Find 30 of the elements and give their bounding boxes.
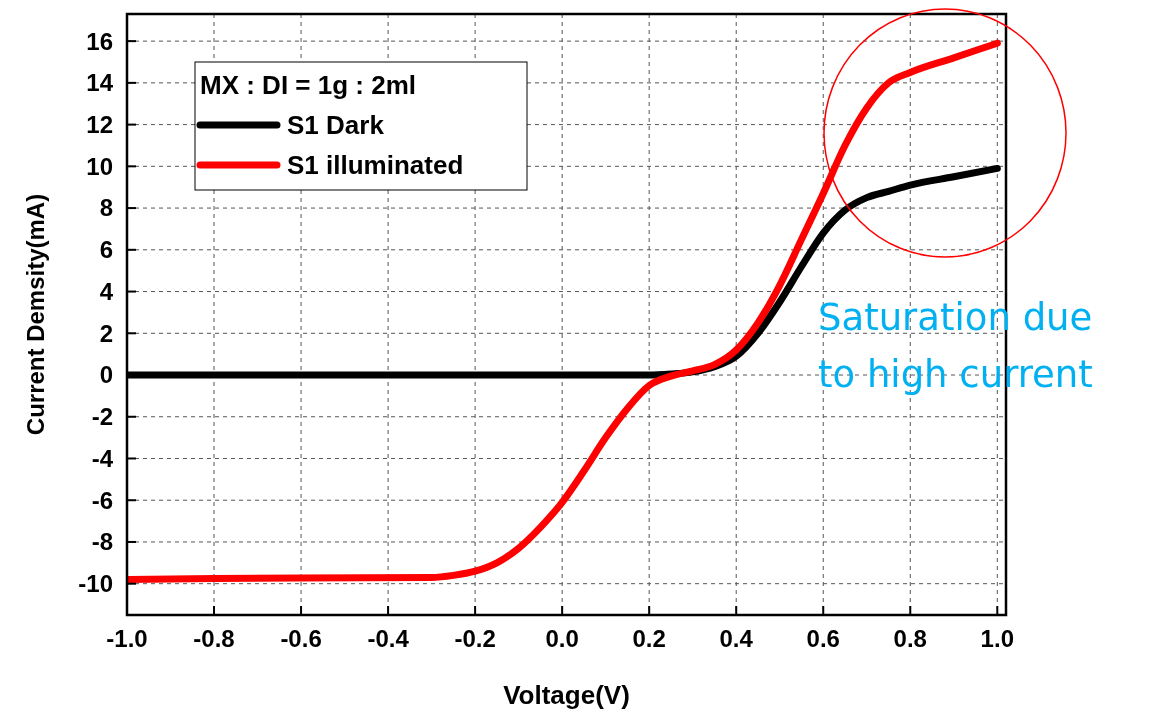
- y-tick-label: 4: [99, 277, 114, 305]
- x-tick-label: -1.0: [106, 625, 148, 652]
- legend-label: S1 Dark: [287, 110, 385, 141]
- y-tick-label: -6: [91, 486, 113, 514]
- x-tick-label: 0.8: [893, 625, 927, 652]
- y-tick-label: 0: [99, 361, 113, 389]
- y-tick-label: 12: [86, 111, 113, 138]
- y-tick-label: 10: [86, 152, 113, 180]
- y-axis-title: Current Demsity(mA): [22, 193, 49, 436]
- y-tick-label: 2: [99, 319, 113, 347]
- y-tick-label: 14: [86, 69, 114, 97]
- x-tick-label: -0.2: [454, 625, 496, 652]
- y-tick-label: 16: [86, 27, 113, 55]
- legend-title: MX : DI = 1g : 2ml: [200, 70, 416, 100]
- x-tick-label: 1.0: [980, 625, 1014, 652]
- legend-label: S1 illuminated: [287, 150, 464, 181]
- y-tick-label: 6: [99, 236, 113, 264]
- y-tick-label: -4: [91, 444, 114, 472]
- y-tick-label: -10: [78, 570, 113, 598]
- x-tick-label: 0.2: [632, 625, 666, 652]
- x-tick-label: 0.6: [806, 625, 840, 652]
- x-tick-label: -0.8: [193, 625, 235, 652]
- y-tick-label: 8: [99, 194, 113, 222]
- x-axis-title: Voltage(V): [503, 680, 630, 710]
- y-tick-label: -2: [91, 403, 113, 431]
- x-tick-label: 0.4: [719, 625, 754, 652]
- x-tick-label: -0.4: [367, 625, 410, 652]
- y-tick-label: -8: [91, 528, 113, 556]
- x-tick-label: -0.6: [280, 625, 322, 652]
- x-tick-label: 0.0: [545, 625, 579, 652]
